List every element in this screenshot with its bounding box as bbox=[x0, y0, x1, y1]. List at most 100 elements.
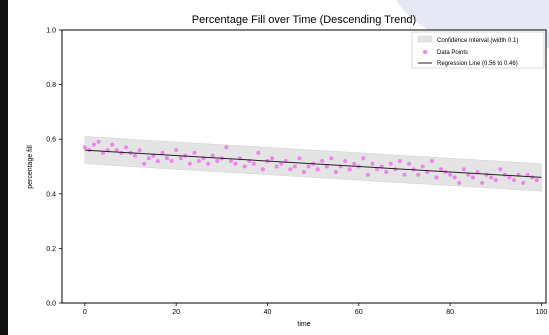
data-point bbox=[233, 161, 238, 166]
chart-title: Percentage Fill over Time (Descending Tr… bbox=[192, 14, 416, 26]
legend: Confidence Interval (width 0.1) Data Poi… bbox=[411, 31, 545, 69]
data-point bbox=[347, 167, 352, 172]
data-point bbox=[187, 161, 192, 166]
data-point bbox=[324, 164, 329, 169]
data-point bbox=[242, 164, 247, 169]
legend-band-swatch bbox=[417, 35, 433, 43]
data-point bbox=[251, 161, 256, 166]
data-point bbox=[457, 180, 462, 185]
data-point bbox=[306, 164, 311, 169]
data-point bbox=[470, 175, 475, 180]
data-point bbox=[91, 142, 96, 147]
data-point bbox=[402, 172, 407, 177]
x-tick-label: 40 bbox=[264, 309, 272, 316]
data-point bbox=[489, 175, 494, 180]
legend-line-label: Regression Line (0.56 to 0.46) bbox=[437, 61, 518, 67]
data-point bbox=[155, 159, 160, 164]
y-tick-label: 0.4 bbox=[46, 191, 56, 198]
data-point bbox=[397, 159, 402, 164]
data-point bbox=[507, 175, 512, 180]
y-tick-label: 0.0 bbox=[46, 301, 56, 308]
data-point bbox=[174, 148, 179, 153]
data-point bbox=[123, 145, 128, 150]
data-point bbox=[534, 178, 539, 183]
data-point bbox=[429, 159, 434, 164]
data-point bbox=[498, 167, 503, 172]
data-point bbox=[133, 153, 138, 158]
data-points-layer bbox=[82, 139, 539, 185]
data-point bbox=[438, 167, 443, 172]
data-point bbox=[352, 161, 357, 166]
data-point bbox=[260, 167, 265, 172]
y-axis-ticks: 0.0 0.2 0.4 0.6 0.8 1.0 bbox=[46, 28, 62, 308]
y-axis-label: percentage fill bbox=[27, 145, 34, 189]
data-point bbox=[256, 150, 261, 155]
data-point bbox=[475, 169, 480, 174]
data-point bbox=[270, 156, 275, 161]
data-point bbox=[192, 150, 197, 155]
data-point bbox=[302, 169, 306, 174]
data-point bbox=[448, 172, 453, 177]
data-point bbox=[137, 148, 142, 153]
data-point bbox=[228, 159, 233, 164]
data-point bbox=[375, 167, 380, 172]
x-axis-ticks: 0 20 40 60 80 100 bbox=[83, 303, 547, 316]
data-point bbox=[343, 159, 348, 164]
data-point bbox=[292, 164, 297, 169]
data-point bbox=[329, 156, 334, 161]
data-point bbox=[274, 164, 279, 169]
data-point bbox=[452, 175, 457, 180]
data-point bbox=[434, 175, 439, 180]
data-point bbox=[210, 153, 215, 158]
data-point bbox=[146, 156, 151, 161]
legend-frame bbox=[411, 31, 545, 69]
y-tick-label: 0.6 bbox=[46, 137, 56, 144]
data-point bbox=[461, 167, 466, 172]
data-point bbox=[361, 156, 366, 161]
data-point bbox=[416, 172, 421, 177]
data-point bbox=[224, 145, 229, 150]
x-tick-label: 100 bbox=[536, 309, 548, 316]
legend-points-swatch bbox=[423, 50, 427, 54]
data-point bbox=[114, 148, 119, 153]
x-tick-label: 0 bbox=[83, 309, 87, 316]
x-axis-label: time bbox=[297, 321, 310, 328]
data-point bbox=[420, 164, 425, 169]
data-point bbox=[525, 172, 530, 177]
left-frame-edge bbox=[0, 0, 8, 335]
y-tick-label: 0.2 bbox=[46, 246, 56, 253]
data-point bbox=[279, 161, 284, 166]
data-point bbox=[206, 161, 211, 166]
data-point bbox=[288, 167, 293, 172]
y-tick-label: 1.0 bbox=[46, 28, 56, 35]
data-point bbox=[82, 145, 87, 150]
regression-line-layer bbox=[84, 149, 542, 178]
data-point bbox=[297, 156, 302, 161]
data-point bbox=[512, 178, 517, 183]
data-point bbox=[521, 180, 526, 185]
data-point bbox=[196, 159, 201, 164]
data-point bbox=[315, 167, 320, 172]
data-point bbox=[466, 172, 471, 177]
data-point bbox=[407, 161, 412, 166]
data-point bbox=[101, 150, 106, 155]
legend-points-label: Data Points bbox=[437, 50, 468, 56]
data-point bbox=[96, 139, 101, 144]
data-point bbox=[480, 180, 485, 185]
data-point bbox=[178, 156, 183, 161]
data-point bbox=[160, 150, 165, 155]
data-point bbox=[165, 156, 170, 161]
y-tick-label: 0.8 bbox=[46, 82, 56, 89]
data-point bbox=[388, 161, 393, 166]
data-point bbox=[384, 169, 389, 174]
x-tick-label: 60 bbox=[355, 309, 363, 316]
legend-band-label: Confidence Interval (width 0.1) bbox=[437, 38, 518, 44]
data-point bbox=[215, 159, 220, 164]
x-tick-label: 80 bbox=[446, 309, 454, 316]
data-point bbox=[320, 159, 325, 164]
data-point bbox=[370, 161, 375, 166]
data-point bbox=[142, 161, 147, 166]
regression-line bbox=[84, 149, 542, 178]
